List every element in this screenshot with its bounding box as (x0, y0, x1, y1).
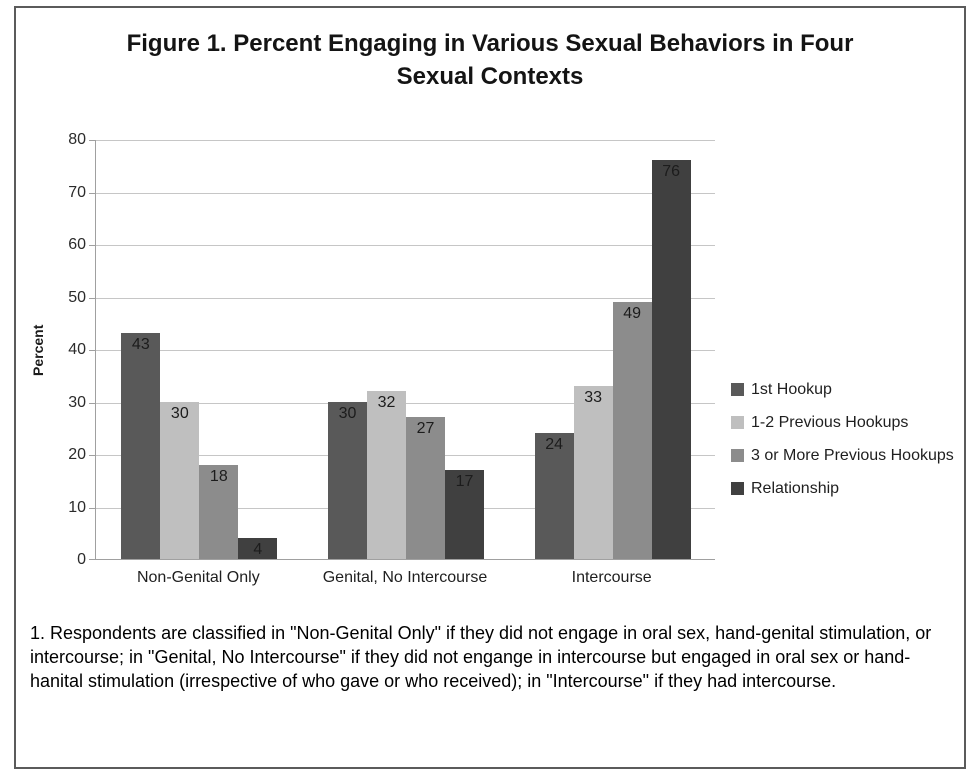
bar-value-label: 33 (584, 388, 603, 406)
y-axis-tick-mark (89, 297, 96, 299)
legend-label: 1-2 Previous Hookups (751, 413, 909, 431)
figure-frame (14, 6, 966, 769)
chart-title: Figure 1. Percent Engaging in Various Se… (126, 30, 854, 91)
y-tick-label: 10 (68, 498, 86, 516)
bar: 49 (612, 301, 652, 559)
y-axis-tick-mark (89, 402, 96, 404)
x-category-label: Genital, No Intercourse (322, 569, 488, 586)
bar: 30 (160, 401, 200, 559)
y-tick-label: 70 (68, 183, 86, 201)
bar-value-label: 27 (416, 420, 435, 438)
legend-label: Relationship (751, 479, 840, 497)
y-axis-tick-mark (89, 507, 96, 509)
y-tick-label: 50 (68, 288, 86, 306)
legend-swatch-icon (731, 482, 744, 495)
bar: 18 (199, 464, 239, 559)
gridline (96, 245, 715, 246)
bar-value-label: 24 (545, 436, 564, 453)
bar-value-label: 18 (209, 467, 228, 485)
y-axis-tick-labels: 0 10 20 30 40 50 60 70 80 (40, 131, 86, 568)
y-tick-label: 20 (68, 446, 86, 463)
gridline (96, 192, 715, 194)
legend-swatch-icon (731, 449, 744, 462)
legend-label: 3 or More Previous Hookups (751, 446, 954, 464)
y-axis-tick-mark (89, 350, 96, 351)
legend-swatch-icon (731, 416, 744, 429)
gridline (96, 140, 715, 141)
bar: 17 (445, 469, 484, 559)
x-category-label: Intercourse (571, 569, 652, 586)
bar: 32 (367, 391, 406, 559)
x-axis-category-labels: Non-Genital Only Genital, No Intercourse I… (95, 569, 715, 593)
bar-value-label: 4 (253, 541, 263, 558)
chart-legend: 1st Hookup 1-2 Previous Hookups 3 or More … (731, 373, 954, 505)
bar: 30 (328, 401, 367, 559)
gridline (96, 350, 715, 351)
gridline (96, 297, 715, 299)
legend-item: 3 or More Previous Hookups (731, 439, 954, 472)
y-axis-tick-mark (89, 192, 96, 194)
y-tick-label: 60 (68, 236, 86, 253)
bar-value-label: 32 (377, 394, 396, 411)
bar: 33 (573, 385, 613, 559)
bar: 43 (121, 333, 161, 559)
bar: 76 (651, 160, 691, 559)
bar-value-label: 30 (170, 404, 189, 422)
legend-label: 1st Hookup (751, 380, 832, 398)
legend-swatch-icon (731, 383, 744, 396)
figure-footnote: 1. Respondents are classified in "Non-Ge… (30, 623, 932, 691)
bar-value-label: 49 (623, 304, 642, 322)
bar: 27 (406, 417, 445, 559)
plot-area: 43 30 18 4 30 32 27 17 24 33 49 76 (89, 140, 715, 560)
legend-item: Relationship (731, 472, 954, 505)
y-axis-tick-mark (89, 455, 96, 456)
bar-value-label: 17 (455, 472, 474, 490)
legend-item: 1st Hookup (731, 373, 954, 406)
y-tick-label: 40 (68, 341, 86, 358)
legend-item: 1-2 Previous Hookups (731, 406, 954, 439)
y-axis-tick-mark (89, 245, 96, 246)
y-tick-label: 30 (68, 393, 86, 411)
y-axis-tick-mark (89, 559, 96, 560)
y-tick-label: 0 (77, 551, 86, 568)
bar-value-label: 76 (662, 163, 681, 180)
bar-value-label: 43 (131, 336, 150, 354)
y-tick-label: 80 (68, 131, 86, 148)
x-category-label: Non-Genital Only (136, 569, 260, 586)
y-axis-tick-mark (89, 140, 96, 141)
bar: 24 (534, 433, 574, 559)
bar: 4 (238, 538, 278, 559)
bar-value-label: 30 (338, 404, 357, 422)
